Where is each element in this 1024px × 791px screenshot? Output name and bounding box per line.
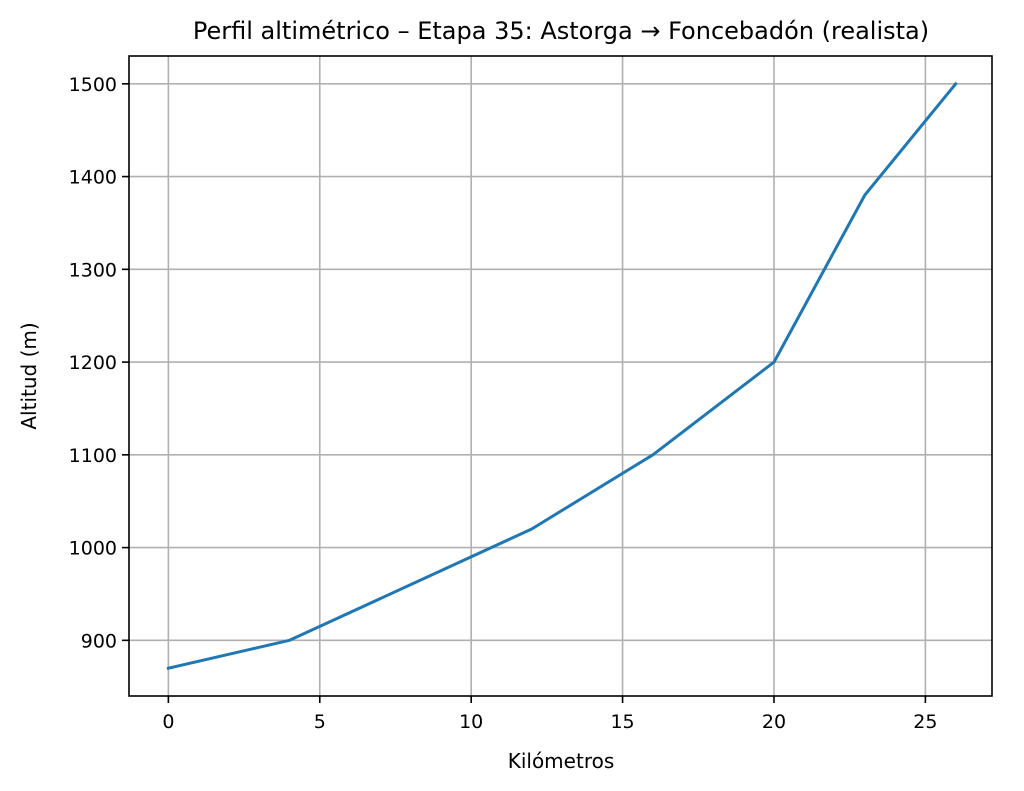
y-tick-label: 1000 <box>69 538 117 560</box>
y-tick-label: 1100 <box>69 445 117 467</box>
axis-ticks: 0 5 10 15 20 25 900 1000 1100 1200 1300 1400 1500 <box>69 74 938 733</box>
x-axis-label: Kilómetros <box>508 749 615 773</box>
series-line <box>166 81 958 670</box>
y-tick-label: 900 <box>81 630 117 652</box>
y-tick-label: 1400 <box>69 167 117 189</box>
chart-title: Perfil altimétrico – Etapa 35: Astorga →… <box>193 17 929 45</box>
series-layer <box>166 81 958 670</box>
x-tick-label: 0 <box>162 711 174 733</box>
y-axis-label: Altitud (m) <box>17 322 41 429</box>
y-tick-label: 1300 <box>69 259 117 281</box>
plot-frame <box>128 55 993 697</box>
x-tick-label: 10 <box>459 711 483 733</box>
x-tick-label: 5 <box>314 711 326 733</box>
grid <box>129 56 992 696</box>
y-tick-label: 1500 <box>69 74 117 96</box>
x-tick-label: 25 <box>913 711 937 733</box>
x-tick-label: 20 <box>762 711 786 733</box>
y-tick-label: 1200 <box>69 352 117 374</box>
x-tick-label: 15 <box>610 711 634 733</box>
